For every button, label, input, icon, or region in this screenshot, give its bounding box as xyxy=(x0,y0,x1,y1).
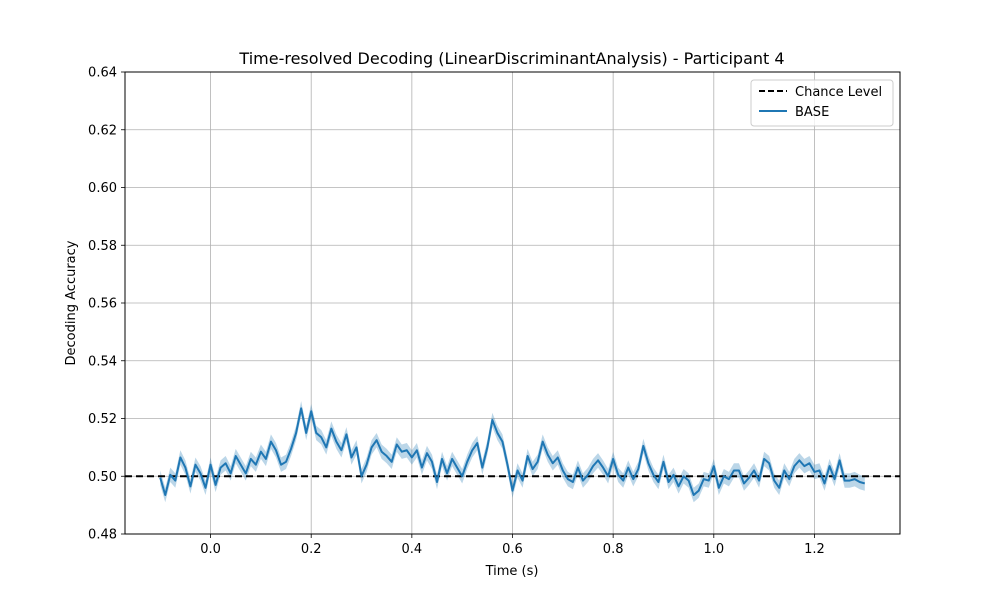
y-tick-label: 0.52 xyxy=(88,412,117,427)
legend-base-label: BASE xyxy=(795,105,829,120)
x-tick-label: 0.8 xyxy=(603,542,624,557)
y-tick-label: 0.54 xyxy=(88,354,117,369)
x-tick-label: 1.0 xyxy=(703,542,724,557)
chart-title: Time-resolved Decoding (LinearDiscrimina… xyxy=(238,49,784,68)
y-tick-label: 0.64 xyxy=(88,66,117,81)
y-axis-label: Decoding Accuracy xyxy=(64,240,79,365)
legend: Chance Level BASE xyxy=(751,80,893,126)
x-tick-label: 0.6 xyxy=(502,542,523,557)
y-tick-label: 0.48 xyxy=(88,528,117,543)
y-tick-label: 0.62 xyxy=(88,123,117,138)
legend-chance-label: Chance Level xyxy=(795,85,882,100)
x-tick-label: 0.4 xyxy=(402,542,423,557)
x-tick-label: 0.2 xyxy=(301,542,322,557)
y-tick-label: 0.60 xyxy=(88,181,117,196)
x-axis-label: Time (s) xyxy=(485,564,539,579)
x-tick-label: 0.0 xyxy=(200,542,221,557)
y-tick-label: 0.56 xyxy=(88,297,117,312)
y-tick-label: 0.58 xyxy=(88,239,117,254)
x-tick-label: 1.2 xyxy=(804,542,825,557)
y-tick-label: 0.50 xyxy=(88,470,117,485)
